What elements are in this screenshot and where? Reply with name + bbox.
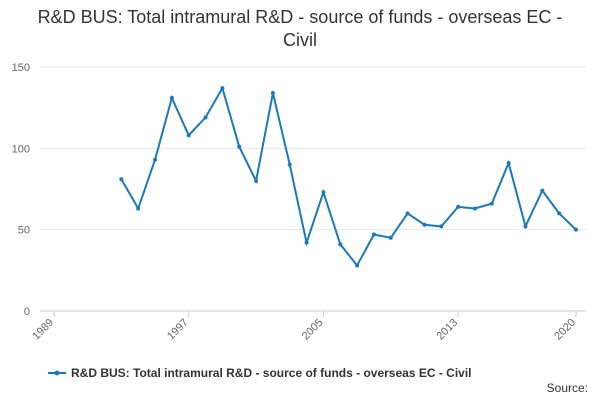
- data-point: [540, 188, 545, 193]
- y-tick-label: 50: [18, 225, 30, 237]
- data-point: [422, 222, 427, 227]
- data-point: [287, 162, 292, 167]
- x-tick-label: 2020: [552, 317, 578, 343]
- data-point: [136, 206, 141, 211]
- legend-label: R&D BUS: Total intramural R&D - source o…: [71, 366, 472, 380]
- data-point: [523, 224, 528, 229]
- data-point: [254, 178, 259, 183]
- data-point: [405, 211, 410, 216]
- data-point: [338, 242, 343, 247]
- data-point: [456, 204, 461, 209]
- data-point: [270, 91, 275, 96]
- x-tick-label: 2013: [434, 317, 460, 343]
- data-point: [557, 211, 562, 216]
- y-tick-label: 150: [12, 62, 30, 74]
- data-point: [186, 133, 191, 138]
- data-point: [489, 201, 494, 206]
- data-point: [506, 160, 511, 165]
- y-tick-label: 0: [24, 306, 30, 318]
- series-line: [120, 85, 577, 268]
- data-point: [304, 240, 309, 245]
- chart-title: R&D BUS: Total intramural R&D - source o…: [37, 7, 563, 50]
- data-point: [220, 86, 225, 91]
- data-point: [169, 95, 174, 100]
- data-point: [321, 190, 326, 195]
- data-point: [119, 177, 124, 182]
- x-tick-label: 1997: [165, 317, 191, 343]
- data-point: [203, 115, 208, 120]
- data-point: [355, 263, 360, 268]
- data-point: [153, 157, 158, 162]
- source-label: Source:: [547, 381, 588, 395]
- data-point: [371, 232, 376, 237]
- y-tick-label: 100: [12, 143, 30, 155]
- legend-marker: [54, 370, 60, 376]
- data-point: [472, 206, 477, 211]
- x-tick-label: 1989: [30, 317, 56, 343]
- data-point: [237, 144, 242, 149]
- data-point: [574, 227, 578, 232]
- data-point: [388, 235, 393, 240]
- x-tick-label: 2005: [300, 317, 326, 343]
- data-point: [439, 224, 444, 229]
